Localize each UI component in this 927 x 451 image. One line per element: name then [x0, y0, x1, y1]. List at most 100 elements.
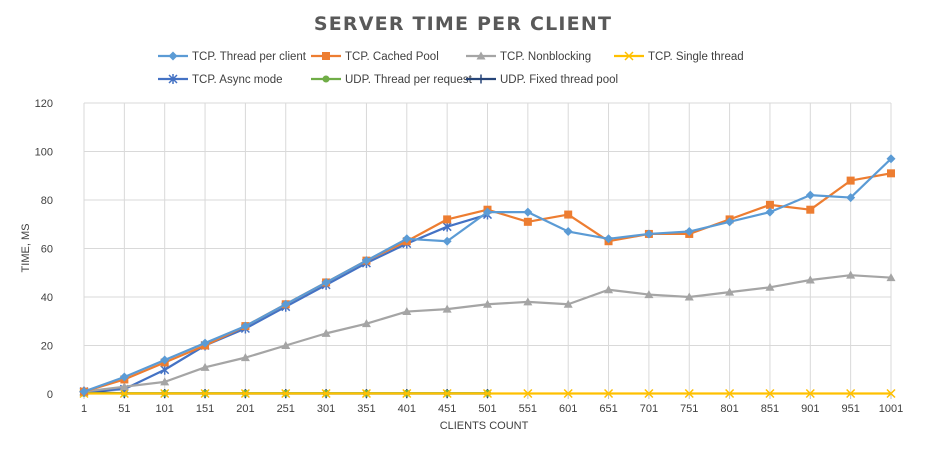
data-point: [443, 215, 452, 224]
data-point: [805, 388, 815, 399]
data-point: [361, 256, 371, 266]
y-tick-label: 20: [41, 341, 53, 353]
data-point: [684, 227, 694, 237]
y-tick-label: 0: [47, 389, 53, 401]
data-point: [765, 388, 775, 399]
legend-swatch-marker: [624, 51, 634, 61]
data-point: [684, 292, 694, 301]
data-point: [846, 193, 856, 203]
data-point: [402, 388, 412, 399]
x-tick-label: 751: [680, 403, 698, 415]
legend-label: TCP. Nonblocking: [500, 51, 591, 63]
y-tick-label: 120: [35, 98, 53, 110]
x-tick-label: 1001: [879, 403, 903, 415]
data-point: [119, 372, 129, 382]
x-tick-label: 301: [317, 403, 335, 415]
data-point: [200, 388, 210, 399]
x-tick-label: 101: [156, 403, 174, 415]
x-tick-label: 601: [559, 403, 577, 415]
x-tick-label: 51: [118, 403, 130, 415]
data-point: [604, 388, 614, 399]
x-tick-label: 151: [196, 403, 214, 415]
data-point: [765, 282, 775, 291]
data-point: [483, 207, 492, 217]
data-point: [644, 388, 654, 399]
chart-title: SERVER TIME PER CLIENT: [314, 13, 612, 35]
data-point: [765, 207, 775, 217]
data-point: [563, 227, 573, 237]
data-point: [886, 388, 896, 399]
series-tcp-single-thread: [79, 388, 896, 399]
data-point: [725, 287, 735, 296]
legend-swatch-marker: [476, 51, 486, 60]
legend-item-tcp-thread-per-client: TCP. Thread per client: [158, 51, 307, 63]
data-point: [846, 388, 856, 399]
legend-swatch-marker: [322, 52, 330, 60]
x-tick-label: 1: [81, 403, 87, 415]
data-point: [402, 234, 412, 244]
series-tcp-thread-per-client: [79, 154, 896, 397]
data-point: [200, 338, 210, 348]
series-tcp-nonblocking: [79, 270, 896, 396]
y-tick-label: 40: [41, 292, 53, 304]
legend-label: TCP. Thread per client: [192, 51, 307, 63]
data-point: [805, 190, 815, 200]
data-point: [321, 277, 331, 287]
data-point: [887, 169, 895, 178]
data-point: [200, 362, 210, 371]
data-point: [321, 388, 331, 399]
y-tick-label: 80: [41, 195, 53, 207]
data-point: [442, 388, 452, 399]
data-point: [361, 388, 371, 399]
plot-area: [79, 154, 896, 399]
data-point: [119, 382, 129, 391]
data-point: [604, 234, 614, 244]
data-point: [240, 321, 250, 331]
legend-label: UDP. Thread per request: [345, 74, 473, 86]
data-point: [160, 355, 170, 365]
data-point: [361, 319, 371, 328]
data-point: [240, 388, 250, 399]
x-tick-label: 351: [357, 403, 375, 415]
data-point: [523, 217, 532, 226]
legend-swatch-marker: [168, 51, 178, 61]
x-axis-title: CLIENTS COUNT: [440, 420, 529, 432]
data-point: [79, 387, 89, 397]
x-tick-label: 551: [519, 403, 537, 415]
legend: TCP. Thread per client TCP. Cached Pool TC…: [158, 51, 744, 86]
data-point: [886, 154, 896, 164]
data-point: [119, 388, 129, 399]
y-tick-label: 60: [41, 244, 53, 256]
legend-swatch-marker: [476, 74, 486, 84]
legend-label: UDP. Fixed thread pool: [500, 74, 618, 86]
y-axis-title: TIME, MS: [20, 224, 32, 273]
data-point: [483, 299, 492, 308]
data-point: [281, 388, 291, 399]
legend-item-udp-fixed-thread-pool: UDP. Fixed thread pool: [466, 74, 618, 86]
data-point: [402, 307, 412, 316]
legend-swatch-marker: [168, 74, 178, 84]
data-point: [442, 236, 452, 246]
data-point: [482, 388, 493, 399]
y-tick-label: 100: [35, 147, 53, 159]
data-point: [523, 388, 533, 399]
legend-label: TCP. Single thread: [648, 51, 744, 63]
data-point: [160, 377, 170, 386]
data-point: [765, 200, 774, 209]
x-tick-label: 451: [438, 403, 456, 415]
legend-item-tcp-async-mode: TCP. Async mode: [158, 74, 283, 86]
data-point: [725, 217, 735, 227]
data-point: [644, 229, 654, 239]
data-point: [240, 353, 250, 362]
x-tick-label: 901: [801, 403, 819, 415]
legend-item-tcp-single-thread: TCP. Single thread: [614, 51, 744, 63]
data-point: [644, 290, 654, 299]
data-point: [805, 275, 815, 284]
data-point: [604, 285, 614, 294]
x-tick-label: 651: [599, 403, 617, 415]
data-point: [806, 205, 815, 214]
x-tick-label: 701: [640, 403, 658, 415]
data-point: [886, 273, 896, 282]
